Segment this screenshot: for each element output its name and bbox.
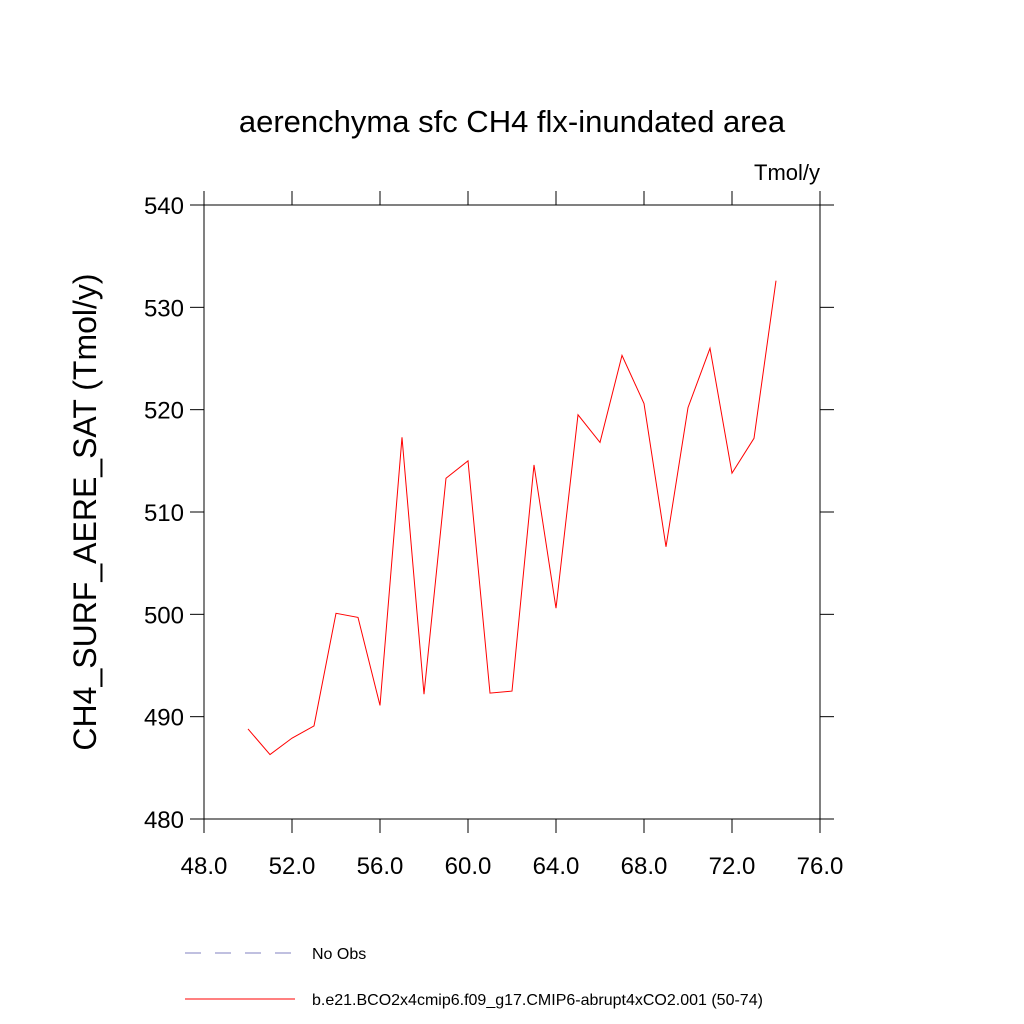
y-tick-label: 480 (144, 807, 184, 834)
y-tick-label: 520 (144, 398, 184, 425)
x-tick-label: 64.0 (533, 853, 580, 880)
x-tick-label: 76.0 (797, 853, 844, 880)
x-tick-label: 72.0 (709, 853, 756, 880)
x-tick-label: 56.0 (357, 853, 404, 880)
x-tick-label: 68.0 (621, 853, 668, 880)
x-tick-label: 60.0 (445, 853, 492, 880)
y-tick-label: 510 (144, 500, 184, 527)
plot-frame (203, 204, 821, 820)
chart-title: aerenchyma sfc CH4 flx-inundated area (239, 104, 786, 139)
data-line (247, 280, 777, 756)
x-tick-label: 48.0 (181, 853, 228, 880)
y-tick-label: 530 (144, 295, 184, 322)
units-label: Tmol/y (754, 160, 820, 185)
y-tick-label: 500 (144, 602, 184, 629)
x-tick-label: 52.0 (269, 853, 316, 880)
legend-label: b.e21.BCO2x4cmip6.f09_g17.CMIP6-abrupt4x… (312, 992, 763, 1009)
legend-label: No Obs (312, 946, 366, 963)
y-axis-label: CH4_SURF_AERE_SAT (Tmol/y) (67, 273, 103, 750)
y-tick-label: 540 (144, 193, 184, 220)
y-tick-label: 490 (144, 705, 184, 732)
